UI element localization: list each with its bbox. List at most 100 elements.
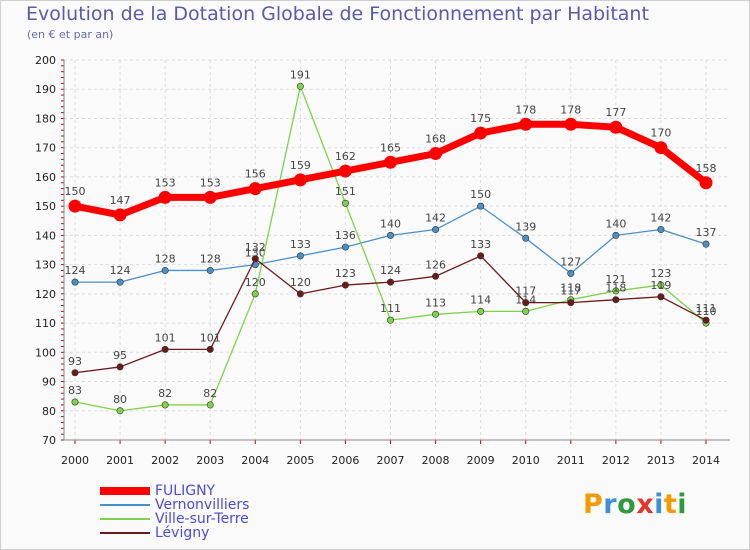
data-label-ville-sur-terre: 110 [696, 305, 717, 318]
x-tick-label: 2006 [331, 454, 359, 467]
data-point-ville-sur-terre [657, 281, 665, 289]
y-tick-label: 120 [35, 288, 56, 301]
data-label-fuligny: 147 [110, 194, 131, 207]
data-point-vernonvilliers [522, 234, 530, 242]
data-point-levigny [71, 369, 79, 377]
y-tick-label: 200 [35, 54, 56, 67]
data-point-vernonvilliers [206, 266, 214, 274]
data-point-fuligny [338, 164, 352, 178]
data-label-fuligny: 168 [425, 133, 446, 146]
data-point-levigny [567, 299, 575, 307]
data-label-fuligny: 178 [515, 103, 536, 116]
data-point-fuligny [203, 190, 217, 204]
chart-title: Evolution de la Dotation Globale de Fonc… [26, 3, 649, 25]
data-point-fuligny [474, 126, 488, 140]
data-point-levigny [161, 345, 169, 353]
data-point-ville-sur-terre [161, 401, 169, 409]
data-point-levigny [432, 272, 440, 280]
x-tick-label: 2013 [647, 454, 675, 467]
plot-area [64, 60, 730, 440]
logo-letter: o [617, 489, 637, 520]
legend-label-ville-sur-terre: Ville-sur-Terre [155, 511, 249, 527]
legend-swatch-fuligny [100, 487, 150, 495]
data-point-ville-sur-terre [432, 310, 440, 318]
data-label-vernonvilliers: 137 [696, 226, 717, 239]
x-tick-label: 2014 [692, 454, 720, 467]
data-point-fuligny [293, 173, 307, 187]
data-label-vernonvilliers: 128 [200, 252, 221, 265]
data-label-fuligny: 156 [245, 168, 266, 181]
data-label-levigny: 117 [560, 285, 581, 298]
data-label-levigny: 93 [68, 355, 82, 368]
data-label-ville-sur-terre: 82 [203, 387, 217, 400]
data-label-levigny: 111 [696, 302, 717, 315]
data-point-fuligny [158, 190, 172, 204]
data-label-fuligny: 153 [200, 176, 221, 189]
data-point-ville-sur-terre [71, 398, 79, 406]
data-point-ville-sur-terre [522, 307, 530, 315]
data-label-levigny: 101 [200, 331, 221, 344]
data-point-vernonvilliers [71, 278, 79, 286]
y-tick-label: 180 [35, 112, 56, 125]
logo-letter: i [677, 489, 688, 520]
data-point-ville-sur-terre [612, 287, 620, 295]
data-label-fuligny: 175 [470, 112, 491, 125]
chart-subtitle: (en € et par an) [27, 28, 114, 41]
x-tick-label: 2011 [557, 454, 585, 467]
data-label-levigny: 126 [425, 258, 446, 271]
y-tick-label: 190 [35, 83, 56, 96]
legend-label-fuligny: FULIGNY [155, 483, 216, 499]
legend-swatch-ville-sur-terre [100, 518, 150, 520]
data-label-levigny: 117 [515, 285, 536, 298]
y-tick-label: 170 [35, 142, 56, 155]
data-label-fuligny: 159 [290, 159, 311, 172]
data-point-vernonvilliers [116, 278, 124, 286]
data-point-fuligny [564, 117, 578, 131]
data-label-ville-sur-terre: 151 [335, 185, 356, 198]
data-point-fuligny [654, 141, 668, 155]
data-label-levigny: 95 [113, 349, 127, 362]
data-point-ville-sur-terre [477, 307, 485, 315]
legend-label-levigny: Lévigny [155, 525, 210, 541]
data-label-ville-sur-terre: 111 [380, 302, 401, 315]
y-tick-label: 110 [35, 317, 56, 330]
data-point-levigny [341, 281, 349, 289]
data-point-levigny [702, 316, 710, 324]
data-label-ville-sur-terre: 191 [290, 68, 311, 81]
logo-letter: i [654, 489, 664, 520]
data-label-levigny: 101 [155, 331, 176, 344]
logo-letter: t [663, 489, 678, 520]
data-label-fuligny: 170 [650, 127, 671, 140]
y-tick-label: 90 [42, 376, 56, 389]
y-tick-label: 160 [35, 171, 56, 184]
data-label-ville-sur-terre: 83 [68, 384, 82, 397]
data-point-levigny [657, 293, 665, 301]
data-point-levigny [612, 296, 620, 304]
data-label-ville-sur-terre: 120 [245, 276, 266, 289]
data-label-fuligny: 162 [335, 150, 356, 163]
data-point-fuligny [519, 117, 533, 131]
data-label-ville-sur-terre: 118 [560, 282, 581, 295]
data-point-vernonvilliers [702, 240, 710, 248]
x-tick-label: 2003 [196, 454, 224, 467]
data-point-fuligny [68, 199, 82, 213]
data-point-levigny [251, 255, 259, 263]
data-point-ville-sur-terre [206, 401, 214, 409]
data-label-fuligny: 177 [605, 106, 626, 119]
data-label-vernonvilliers: 130 [245, 247, 266, 260]
data-label-fuligny: 165 [380, 141, 401, 154]
data-label-levigny: 133 [470, 238, 491, 251]
y-tick-label: 80 [42, 405, 56, 418]
data-label-vernonvilliers: 133 [290, 238, 311, 251]
x-tick-label: 2000 [61, 454, 89, 467]
data-point-levigny [296, 290, 304, 298]
data-label-ville-sur-terre: 80 [113, 393, 127, 406]
x-tick-label: 2005 [286, 454, 314, 467]
data-point-levigny [206, 345, 214, 353]
data-label-ville-sur-terre: 114 [470, 293, 491, 306]
y-tick-label: 100 [35, 346, 56, 359]
data-point-levigny [116, 363, 124, 371]
data-point-vernonvilliers [612, 231, 620, 239]
logo-letter: x [636, 489, 655, 520]
y-tick-label: 130 [35, 259, 56, 272]
